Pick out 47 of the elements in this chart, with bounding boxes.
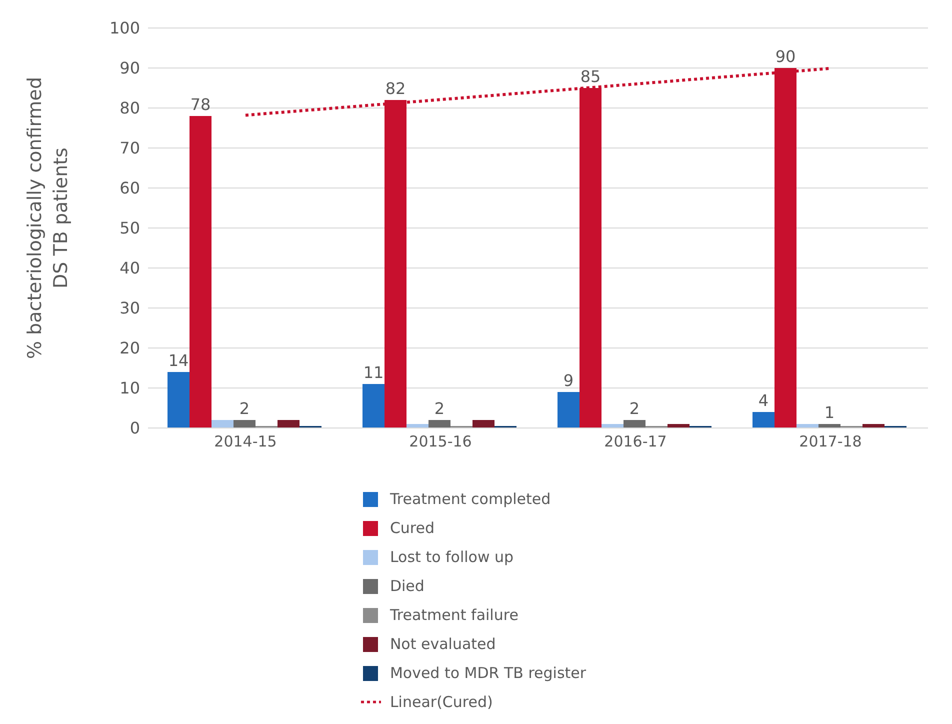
data-label: 82	[385, 79, 406, 98]
legend-label: Moved to MDR TB register	[390, 664, 586, 682]
data-label: 2	[629, 399, 640, 418]
y-tick-label: 80	[120, 98, 140, 118]
y-tick-label: 30	[120, 298, 140, 318]
y-tick-label: 10	[120, 378, 140, 398]
bar	[472, 420, 494, 428]
bar	[212, 420, 234, 428]
data-label: 4	[758, 391, 769, 410]
bar	[234, 420, 256, 428]
legend-label: Died	[390, 576, 424, 594]
y-tick-label: 100	[109, 18, 140, 38]
data-label: 9	[563, 371, 574, 390]
y-tick-label: 90	[120, 58, 140, 78]
legend-label: Not evaluated	[390, 634, 496, 652]
bar	[428, 420, 450, 428]
y-tick-label: 60	[120, 178, 140, 198]
y-axis-title: % bacteriologically confirmed DS TB patients	[23, 76, 73, 362]
data-label: 2	[434, 399, 445, 418]
data-label: 11	[363, 363, 384, 382]
bar	[624, 420, 646, 428]
legend-label: Treatment failure	[390, 606, 518, 624]
data-label: 2	[239, 399, 250, 418]
legend-label: Treatment completed	[390, 490, 551, 508]
bar	[168, 372, 190, 428]
bar	[558, 392, 580, 428]
data-label: 14	[168, 351, 189, 370]
legend-label: Linear(Cured)	[390, 692, 493, 710]
bar	[362, 384, 384, 428]
x-tick-label: 2017-18	[799, 432, 862, 451]
x-tick-label: 2015-16	[409, 432, 472, 451]
data-label: 85	[580, 67, 601, 86]
y-tick-label: 50	[120, 218, 140, 238]
bar	[190, 116, 212, 428]
x-tick-label: 2014-15	[214, 432, 277, 451]
y-tick-label: 70	[120, 138, 140, 158]
legend-label: Lost to follow up	[390, 548, 514, 566]
data-label: 1	[824, 403, 835, 422]
bar	[752, 412, 774, 428]
y-tick-label: 0	[130, 418, 140, 438]
y-tick-label: 20	[120, 338, 140, 358]
data-label: 78	[190, 95, 211, 114]
x-tick-label: 2016-17	[604, 432, 667, 451]
bar	[278, 420, 300, 428]
data-label: 90	[775, 47, 796, 66]
legend-label: Cured	[390, 518, 435, 536]
y-tick-label: 40	[120, 258, 140, 278]
